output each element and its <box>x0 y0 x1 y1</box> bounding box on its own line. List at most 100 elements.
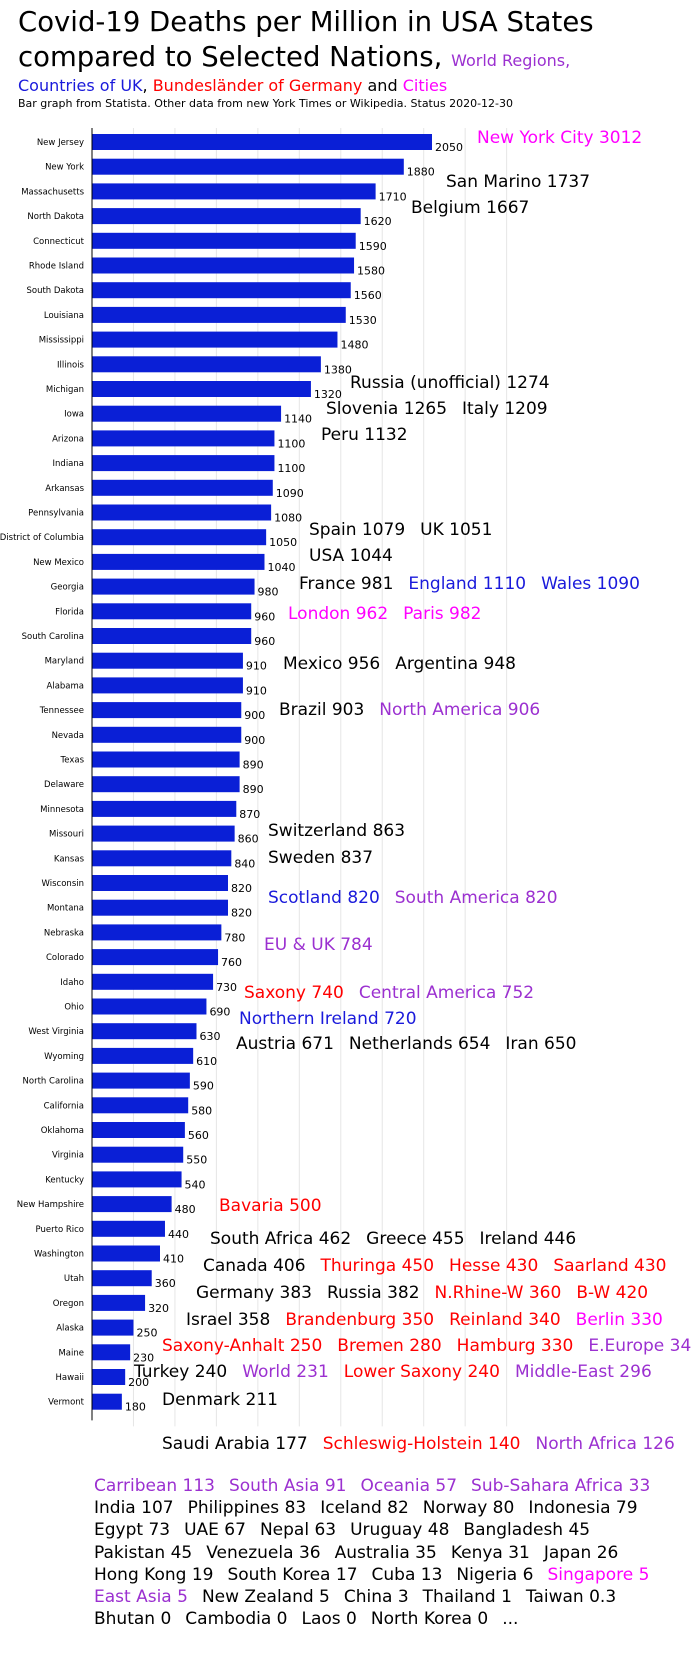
bar <box>92 899 228 916</box>
footer-row: Hong Kong 19 South Korea 17 Cuba 13 Nigeria… <box>94 1565 663 1585</box>
category-label: Wyoming <box>44 1052 84 1062</box>
data-label: 820 <box>231 907 252 920</box>
bar <box>92 356 321 373</box>
bar <box>92 1196 172 1213</box>
category-label: Montana <box>47 904 84 914</box>
data-label: 1710 <box>379 190 407 203</box>
footer-item: Uruguay 48 <box>350 1520 450 1541</box>
category-label: Tennessee <box>39 706 84 716</box>
category-label: Georgia <box>51 583 84 593</box>
comparison-item: Sweden 837 <box>268 848 374 868</box>
footer-item: Kenya 31 <box>450 1542 530 1563</box>
bar <box>92 1319 134 1336</box>
bar <box>92 331 338 348</box>
data-label: 960 <box>254 635 275 648</box>
footer-row: Pakistan 45 Venezuela 36 Australia 35 Kenya… <box>94 1543 632 1563</box>
comparison-row: France 981 England 1110 Wales 1090 <box>299 574 655 594</box>
data-label: 1530 <box>349 314 377 327</box>
category-label: Florida <box>55 607 84 617</box>
data-label: 540 <box>185 1178 206 1191</box>
category-label: Missouri <box>49 830 84 840</box>
category-label: Michigan <box>46 385 84 395</box>
data-label: 320 <box>148 1302 169 1315</box>
data-label: 1480 <box>340 339 368 352</box>
category-label: Vermont <box>48 1398 85 1408</box>
bar <box>92 1393 122 1410</box>
comparison-item: Russia (unofficial) 1274 <box>350 373 550 393</box>
footer-item: Singapore 5 <box>547 1564 650 1585</box>
bar <box>92 1270 152 1287</box>
footer-item: India 107 <box>94 1498 174 1519</box>
footer-item: Carribean 113 <box>94 1476 215 1496</box>
footer-item: Taiwan 0.3 <box>525 1587 617 1607</box>
category-label: Delaware <box>44 780 84 790</box>
category-label: Illinois <box>57 360 85 370</box>
data-label: 1380 <box>324 363 352 376</box>
comparison-row: Saxony-Anhalt 250 Bremen 280 Hamburg 330 E.… <box>162 1336 691 1356</box>
bar <box>92 677 243 694</box>
category-label: Connecticut <box>33 237 85 247</box>
category-label: New Hampshire <box>17 1200 84 1210</box>
data-label: 480 <box>175 1203 196 1216</box>
data-label: 890 <box>243 759 264 772</box>
comparison-item: Ireland 446 <box>479 1229 577 1249</box>
data-label: 760 <box>221 956 242 969</box>
category-label: California <box>44 1101 84 1111</box>
bar <box>92 134 432 150</box>
data-label: 230 <box>133 1351 154 1364</box>
category-label: New Mexico <box>33 558 84 568</box>
comparison-row: Russia (unofficial) 1274 <box>350 373 565 393</box>
category-label: Louisiana <box>44 311 84 321</box>
comparison-item: EU & UK 784 <box>264 935 373 955</box>
category-label: Nevada <box>52 731 84 741</box>
category-label: Rhode Island <box>29 262 84 272</box>
footer-row: India 107 Philippines 83 Iceland 82 Norway … <box>94 1498 652 1518</box>
footer-item: Pakistan 45 <box>94 1542 193 1563</box>
comparison-row: Denmark 211 <box>162 1390 293 1410</box>
bar <box>92 1146 184 1163</box>
comparison-item: Turkey 240 <box>134 1362 228 1382</box>
data-label: 1320 <box>314 388 342 401</box>
footer-row: Carribean 113 South Asia 91 Oceania 57 Sub-… <box>94 1476 664 1496</box>
category-label: Pennsylvania <box>28 509 84 519</box>
comparison-item: Spain 1079 <box>309 520 406 540</box>
category-label: Oregon <box>53 1299 84 1309</box>
comparison-item: San Marino 1737 <box>446 172 591 192</box>
data-label: 820 <box>231 882 252 895</box>
comparison-item: Mexico 956 <box>283 654 381 674</box>
comparison-item: South Africa 462 <box>210 1229 352 1249</box>
bar <box>92 183 376 200</box>
footer-item: Thailand 1 <box>422 1587 512 1607</box>
category-label: Utah <box>64 1274 84 1284</box>
category-label: Massachusetts <box>21 187 84 197</box>
comparison-item: Central America 752 <box>358 983 535 1003</box>
comparison-item: Austria 671 <box>236 1034 334 1054</box>
comparison-row: Saudi Arabia 177 Schleswig-Holstein 140 No… <box>162 1434 690 1454</box>
footer-row: Bhutan 0 Cambodia 0 Laos 0 North Korea 0... <box>94 1609 532 1629</box>
data-label: 1620 <box>364 215 392 228</box>
footer-item: Japan 26 <box>543 1542 619 1563</box>
footer-item: Bangladesh 45 <box>463 1520 591 1541</box>
category-label: North Carolina <box>23 1077 84 1087</box>
category-label: Indiana <box>53 459 84 469</box>
footer-item: Cuba 13 <box>371 1564 443 1585</box>
data-label: 840 <box>234 857 255 870</box>
bar <box>92 158 404 175</box>
comparison-row: Turkey 240 World 231 Lower Saxony 240 Middl… <box>134 1362 667 1382</box>
bar <box>92 282 351 299</box>
category-label: Virginia <box>52 1151 84 1161</box>
comparison-row: Northern Ireland 720 <box>239 1009 432 1029</box>
chart-title-line3: Countries of UK, Bundesländer of Germany… <box>18 76 447 96</box>
footer-item: East Asia 5 <box>94 1587 188 1607</box>
legend-german-states: Bundesländer of Germany <box>152 76 363 95</box>
comparison-row: Scotland 820 South America 820 <box>268 888 573 908</box>
comparison-item: London 962 <box>288 604 389 624</box>
footer-item: Philippines 83 <box>187 1498 307 1519</box>
data-label: 1040 <box>267 561 295 574</box>
comparison-item: Paris 982 <box>403 604 482 624</box>
comparison-row: Saxony 740 Central America 752 <box>244 983 549 1003</box>
footer-item: Indonesia 79 <box>528 1498 638 1519</box>
comparison-item: Thuringa 450 <box>320 1256 435 1276</box>
data-label: 1880 <box>407 166 435 179</box>
bar <box>92 232 356 249</box>
